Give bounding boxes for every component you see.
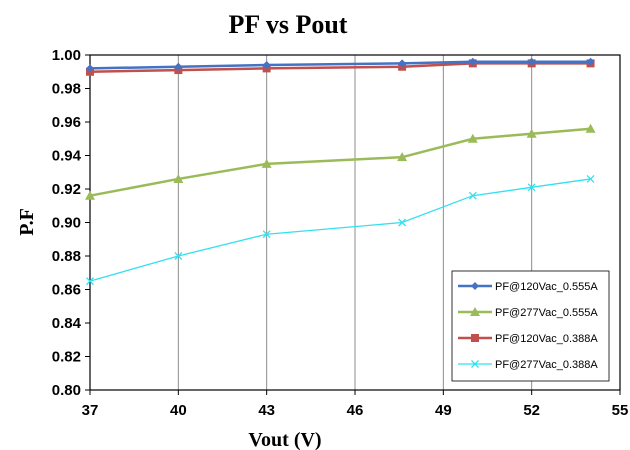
data-point — [467, 133, 478, 143]
legend-label: PF@277Vac_0.388A — [495, 359, 598, 371]
legend-entry: PF@277Vac_0.555A — [458, 307, 598, 319]
data-point — [398, 218, 407, 227]
data-point — [468, 57, 477, 66]
legend-entry: PF@120Vac_0.555A — [458, 281, 598, 293]
y-axis-title: P.F — [16, 208, 38, 236]
data-point — [397, 152, 408, 162]
series-lines — [85, 57, 596, 286]
y-tick-label: 1.00 — [52, 47, 81, 64]
data-point — [262, 61, 271, 70]
series-PF@277Vac_0.555A — [85, 123, 596, 200]
x-tick-label: 43 — [258, 402, 275, 419]
data-point — [398, 59, 407, 68]
series-line — [89, 127, 591, 197]
y-tick-label: 0.86 — [52, 282, 81, 299]
data-point — [527, 57, 536, 66]
legend: PF@120Vac_0.555A PF@277Vac_0.555A PF@120Va… — [451, 270, 610, 382]
legend-marker — [471, 334, 479, 342]
x-axis-ticks: 37 40 43 46 49 52 55 — [82, 390, 629, 419]
y-tick-label: 0.92 — [52, 181, 81, 198]
x-tick-label: 40 — [170, 402, 187, 419]
y-tick-label: 0.80 — [52, 382, 81, 399]
data-point — [86, 64, 94, 73]
legend-marker — [471, 360, 479, 368]
legend-label: PF@120Vac_0.388A — [495, 333, 598, 345]
y-tick-label: 0.94 — [52, 148, 82, 165]
y-tick-label: 0.84 — [52, 315, 82, 332]
x-tick-label: 49 — [435, 402, 452, 419]
data-point — [85, 190, 95, 200]
x-tick-label: 55 — [612, 402, 629, 419]
legend-box — [451, 270, 610, 382]
grid-lines — [177, 55, 533, 390]
y-axis-ticks: 0.80 0.82 0.84 0.86 0.88 0.90 0.92 0.94 0.96 0.98… — [52, 47, 90, 399]
legend-entry: PF@120Vac_0.388A — [458, 333, 598, 345]
legend-marker — [471, 282, 479, 290]
y-tick-label: 0.88 — [52, 248, 81, 265]
x-axis-title: Vout (V) — [248, 429, 321, 450]
data-point — [262, 230, 271, 239]
data-point — [586, 57, 595, 66]
data-point — [173, 173, 184, 183]
y-tick-label: 0.98 — [52, 81, 81, 98]
data-point — [585, 123, 596, 133]
legend-label: PF@277Vac_0.555A — [495, 307, 598, 319]
data-point — [174, 62, 183, 71]
legend-entry: PF@277Vac_0.388A — [458, 359, 598, 371]
x-tick-label: 46 — [347, 402, 364, 419]
y-tick-label: 0.96 — [52, 114, 81, 131]
data-point — [527, 183, 536, 192]
data-point — [526, 128, 537, 138]
data-point — [468, 191, 477, 200]
y-tick-label: 0.90 — [52, 215, 81, 232]
data-point — [261, 158, 272, 168]
series-line — [89, 178, 591, 282]
data-point — [86, 277, 94, 286]
data-point — [174, 252, 183, 260]
series-PF@277Vac_0.388A — [86, 174, 595, 286]
x-tick-label: 37 — [82, 402, 99, 419]
y-tick-label: 0.82 — [52, 349, 81, 366]
legend-label: PF@120Vac_0.555A — [495, 281, 598, 293]
series-PF@120Vac_0.555A — [86, 57, 595, 73]
legend-marker — [470, 307, 480, 316]
data-point — [586, 174, 595, 183]
chart-title: PF vs Pout — [229, 10, 348, 39]
x-tick-label: 52 — [523, 402, 540, 419]
